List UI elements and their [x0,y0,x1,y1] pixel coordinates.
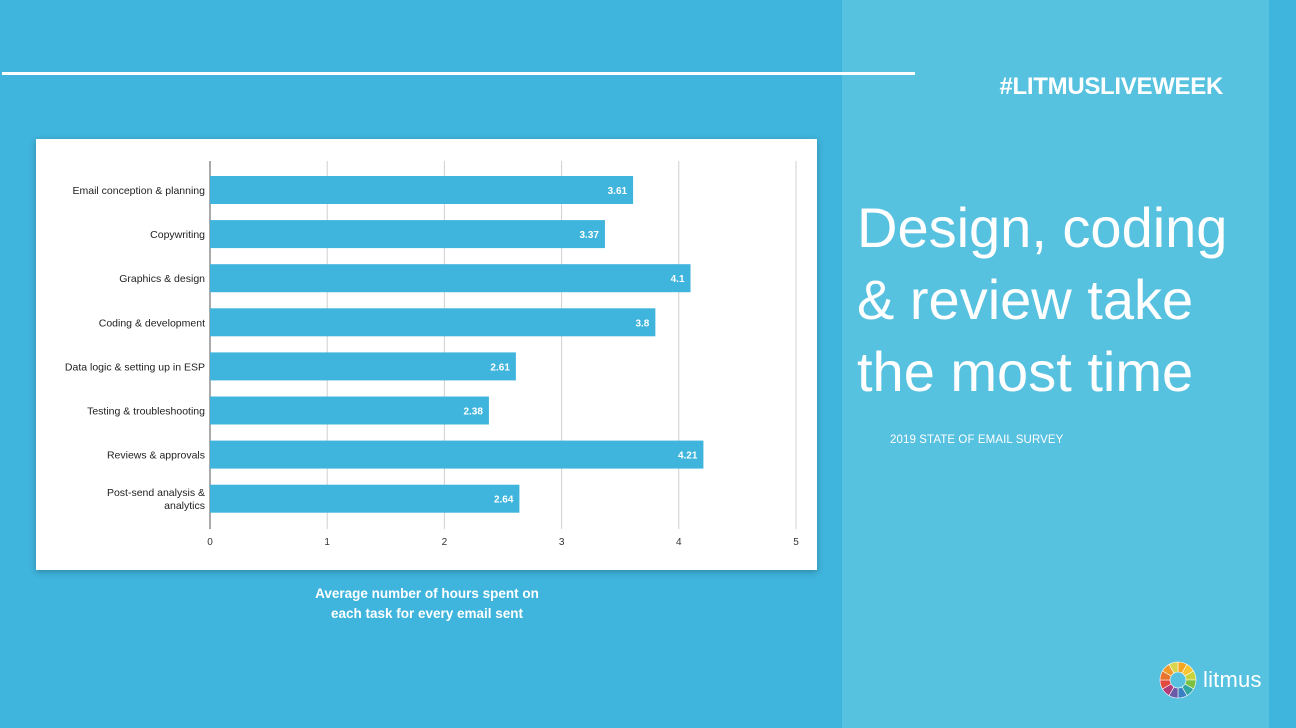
x-tick-label: 0 [207,537,213,548]
logo-wheel-segment [1168,661,1179,674]
x-tick-label: 4 [676,537,682,548]
bar-value-label: 2.61 [490,362,510,373]
litmus-logo-icon [1159,661,1197,699]
bar [210,308,656,337]
category-label: Email conception & planning [72,185,205,197]
bar-value-label: 4.1 [671,274,685,285]
bar-value-label: 3.37 [579,230,599,241]
logo-wordmark: litmus [1203,667,1262,692]
hashtag-label: #LITMUSLIVEWEEK [999,73,1223,100]
right-edge-strip [1269,0,1296,728]
bar-value-label: 4.21 [678,451,698,462]
headline-line-2: & review take [857,268,1194,331]
bar-value-label: 3.8 [635,318,649,329]
x-tick-label: 2 [442,537,448,548]
category-label: analytics [164,500,205,512]
category-label: Reviews & approvals [107,450,205,462]
bar [210,396,489,425]
headline-line-1: Design, coding [857,196,1228,259]
headline: Design, coding & review take the most ti… [857,192,1277,408]
source-label: 2019 STATE OF EMAIL SURVEY [890,434,1064,446]
category-label: Coding & development [99,317,205,329]
headline-line-3: the most time [857,340,1194,403]
top-divider-line [2,72,915,75]
bar-chart: 0 1 2 3 4 5 3.61 Email conception & planning 3.3… [65,161,799,548]
x-tick-label: 3 [559,537,565,548]
chart-card: 0 1 2 3 4 5 3.61 Email conception & planning 3.3… [36,139,817,570]
bar-value-label: 2.64 [494,495,514,506]
chart-caption: Average number of hours spent on each ta… [252,584,602,624]
x-tick-label: 1 [324,537,330,548]
bar [210,220,605,249]
caption-line-1: Average number of hours spent on [315,586,539,601]
bar [210,352,516,381]
caption-line-2: each task for every email sent [330,606,524,621]
bar [210,264,691,293]
right-panel [842,0,1269,728]
category-label: Copywriting [150,229,205,241]
category-label: Post-send analysis & [107,487,205,499]
bar-value-label: 2.38 [463,407,483,418]
bar [210,440,704,469]
bar-value-label: 3.61 [608,186,628,197]
category-label: Data logic & setting up in ESP [65,361,205,373]
bar [210,176,634,204]
x-tick-label: 5 [793,537,799,548]
category-label: Graphics & design [119,273,205,285]
bar [210,484,520,513]
category-label: Testing & troubleshooting [87,406,205,418]
